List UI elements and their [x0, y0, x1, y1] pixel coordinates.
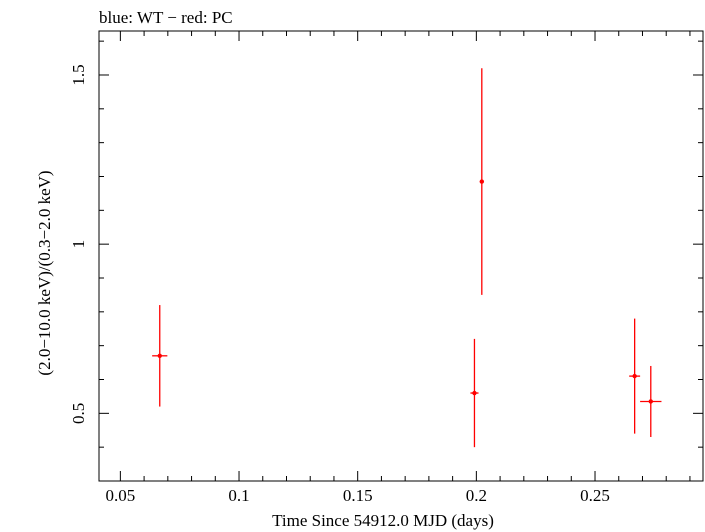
data-point [629, 318, 641, 434]
data-marker [648, 399, 653, 404]
y-axis: 0.5 1 1.5 [69, 40, 703, 482]
data-series-pc [152, 68, 662, 448]
data-point [470, 338, 479, 448]
x-tick-label: 0.2 [466, 486, 487, 505]
x-axis-label: Time Since 54912.0 MJD (days) [272, 511, 494, 530]
data-point [152, 305, 168, 407]
data-marker [632, 373, 637, 379]
x-axis: 0.05 0.1 0.15 0.2 0.25 [105, 31, 691, 505]
y-tick-label: 1 [69, 240, 88, 249]
data-point [640, 365, 662, 438]
x-tick-label: 0.25 [580, 486, 610, 505]
x-tick-label: 0.05 [105, 486, 135, 505]
x-tick-label: 0.15 [343, 486, 373, 505]
x-tick-label: 0.1 [228, 486, 249, 505]
data-marker [479, 179, 485, 184]
data-marker [472, 390, 477, 396]
data-point [479, 68, 485, 295]
data-marker [157, 353, 162, 359]
chart-title: blue: WT − red: PC [99, 8, 233, 27]
y-tick-label: 0.5 [69, 403, 88, 424]
y-tick-label: 1.5 [69, 64, 88, 85]
plot-frame [98, 30, 704, 482]
y-axis-label: (2.0−10.0 keV)/(0.3−2.0 keV) [35, 170, 54, 375]
